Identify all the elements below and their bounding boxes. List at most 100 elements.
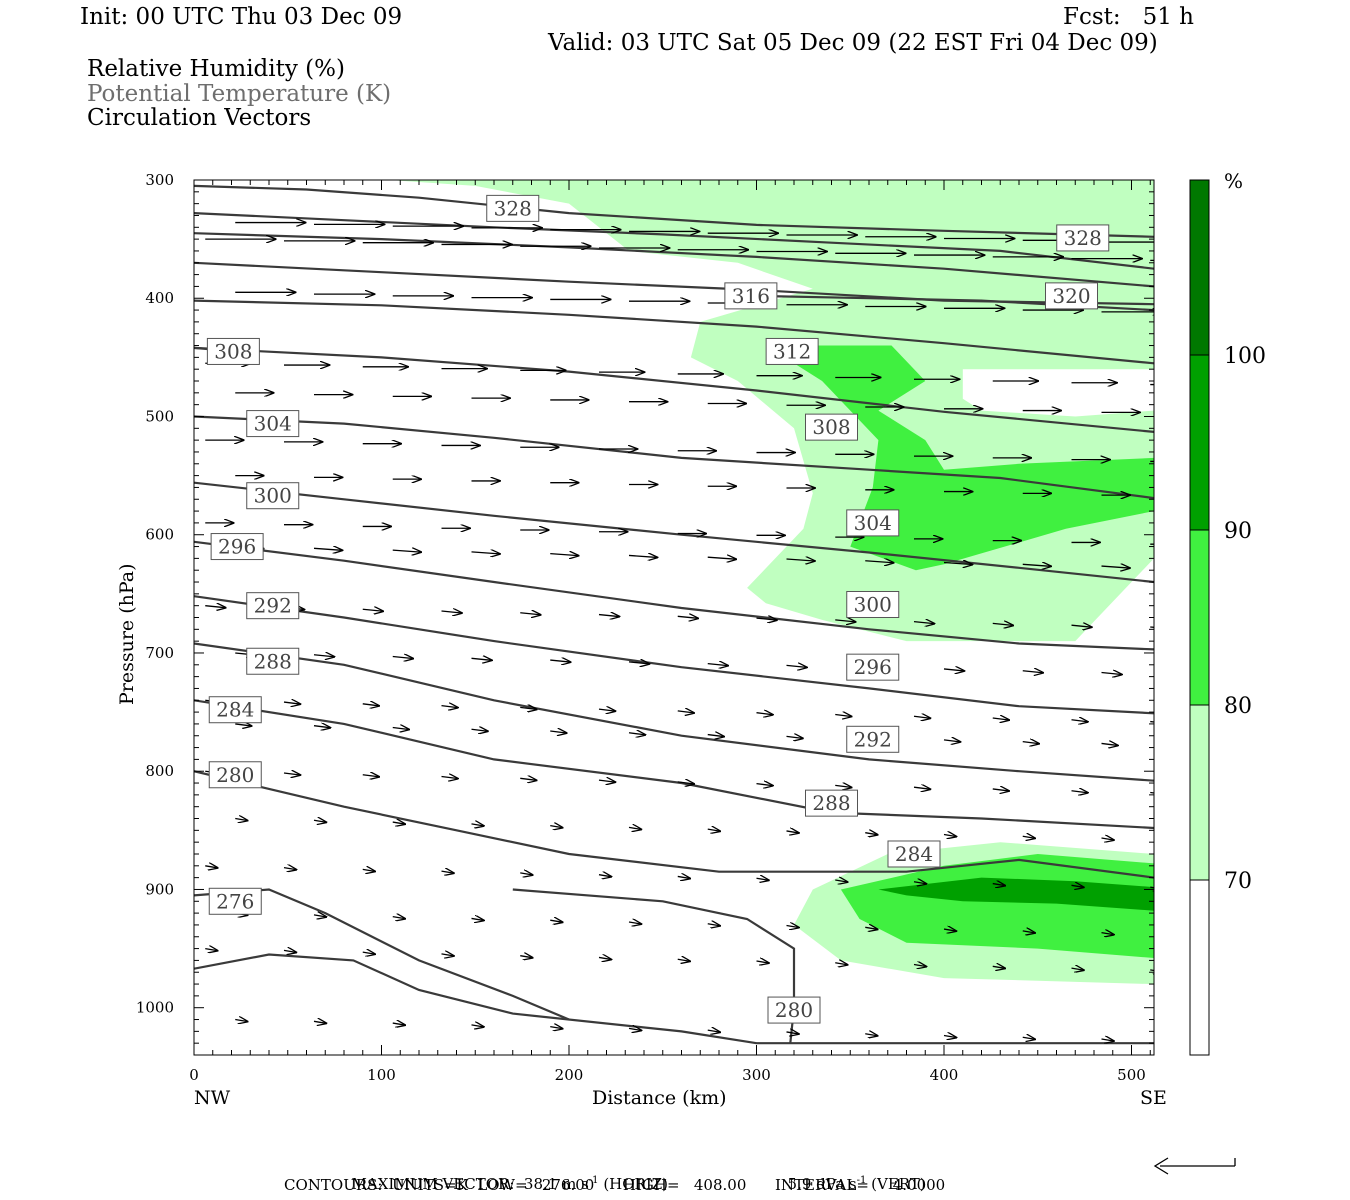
circulation-vector (1022, 1037, 1035, 1039)
circulation-vector (550, 826, 562, 828)
circulation-vector (835, 880, 847, 882)
circulation-vector (707, 829, 720, 831)
circulation-vector (1101, 933, 1114, 935)
circulation-vector (441, 871, 454, 873)
contour-label: 300 (854, 592, 892, 616)
circulation-vector (786, 736, 803, 738)
circulation-vector (313, 726, 330, 728)
circulation-vector (677, 876, 690, 878)
circulation-vector (598, 709, 615, 711)
circulation-vector (1022, 836, 1035, 838)
circulation-vector (707, 735, 724, 737)
x-end-label-nw: NW (194, 1087, 231, 1109)
x-tick-label: 500 (1117, 1066, 1146, 1084)
theta-contour-line (194, 184, 1154, 238)
x-tick-label: 100 (367, 1066, 396, 1084)
circulation-vector (707, 1030, 720, 1032)
max-vector-vert-superscript: -1 (856, 1175, 867, 1186)
y-axis-title: Pressure (hPa) (116, 563, 138, 705)
colorbar-segment (1189, 354, 1210, 531)
circulation-vector (471, 552, 500, 554)
circulation-vector (1022, 742, 1039, 744)
circulation-vector (943, 740, 960, 742)
circulation-vector (1101, 743, 1118, 745)
circulation-vector (313, 1021, 326, 1023)
circulation-vector (205, 949, 217, 951)
circulation-vector (707, 664, 728, 666)
circulation-vector (992, 623, 1013, 625)
circulation-vector (628, 1028, 641, 1030)
contour-label-box (486, 194, 540, 222)
circulation-vector (865, 833, 877, 835)
contour-label: 328 (494, 196, 532, 220)
circulation-vector (865, 927, 877, 929)
forecast-hour: Fcst: 51 h (1063, 4, 1194, 30)
x-axis-title: Distance (km) (592, 1087, 727, 1109)
circulation-vector (1022, 931, 1035, 933)
circulation-vector (392, 822, 405, 824)
contour-label: 308 (214, 339, 252, 363)
circulation-vector (550, 731, 566, 733)
rh-region-0 (962, 369, 1154, 417)
theta-contour-line (194, 212, 1154, 270)
circulation-vector (471, 658, 492, 660)
circulation-vector (992, 966, 1005, 968)
contour-label: 316 (732, 284, 770, 308)
circulation-vector (520, 613, 540, 615)
theta-contour-line (194, 770, 1154, 879)
theta-contour-line (194, 642, 1154, 782)
contour-label-box (208, 696, 262, 724)
circulation-vector (628, 662, 649, 664)
circulation-vector (598, 875, 611, 877)
circulation-vector (1071, 791, 1088, 793)
max-vector-vert-unit: (VERT) (871, 1175, 926, 1193)
contour-label-box (724, 282, 778, 310)
contour-label: 284 (216, 698, 254, 722)
circulation-vector (1101, 1039, 1114, 1041)
circulation-vector (362, 609, 383, 611)
contour-label-box (846, 725, 900, 753)
circulation-vector (362, 869, 375, 871)
colorbar-unit: % (1224, 169, 1243, 193)
colorbar-segment (1189, 704, 1210, 881)
contour-labels: 328 328 316 320 312 308 308 304 304 300 300 296 296 2… (206, 194, 1110, 1024)
colorbar-segment (1189, 879, 1210, 1056)
circulation-vector (677, 616, 698, 618)
max-vector-vert-text: 5.9 dPa s (787, 1175, 857, 1193)
circulation-vector (1071, 885, 1084, 887)
contour-label: 304 (854, 511, 892, 535)
circulation-vector (677, 711, 694, 713)
circulation-vector (392, 917, 405, 919)
theta-contour-line (512, 888, 796, 1044)
circulation-vector (471, 918, 484, 920)
contour-label-box (1056, 224, 1110, 252)
circulation-vector (1150, 626, 1154, 628)
contours-info: CONTOURS: UNITS=K LOW= 276.00 HIGH= 408.… (284, 1176, 946, 1194)
contour-label: 292 (254, 594, 292, 618)
circulation-vector (913, 622, 934, 624)
circulation-vector (441, 954, 454, 956)
circulation-vector (283, 702, 300, 704)
colorbar-segment (1189, 529, 1210, 706)
circulation-vector (392, 657, 413, 659)
circulation-vector (756, 784, 773, 786)
circulation-vector (786, 559, 815, 561)
contour-label-box (208, 887, 262, 915)
circulation-vector (441, 706, 458, 708)
valid-time: Valid: 03 UTC Sat 05 Dec 09 (22 EST Fri … (548, 30, 1158, 56)
theta-contour-line (194, 346, 1154, 433)
contour-label: 276 (216, 889, 254, 913)
y-tick-label: 300 (145, 171, 174, 189)
y-tick-label: 600 (145, 526, 174, 544)
circulation-vector (313, 548, 342, 550)
circulation-vector (520, 956, 532, 958)
theta-contour-line (194, 540, 1154, 651)
circulation-vector (913, 965, 926, 967)
circulation-vector (471, 824, 484, 826)
circulation-vector (707, 924, 720, 926)
circulation-vector (1150, 720, 1154, 723)
circulation-vector (1022, 671, 1043, 673)
y-tick-label: 900 (145, 880, 174, 898)
y-tick-label: 1000 (136, 999, 174, 1017)
x-tick-label: 200 (555, 1066, 584, 1084)
